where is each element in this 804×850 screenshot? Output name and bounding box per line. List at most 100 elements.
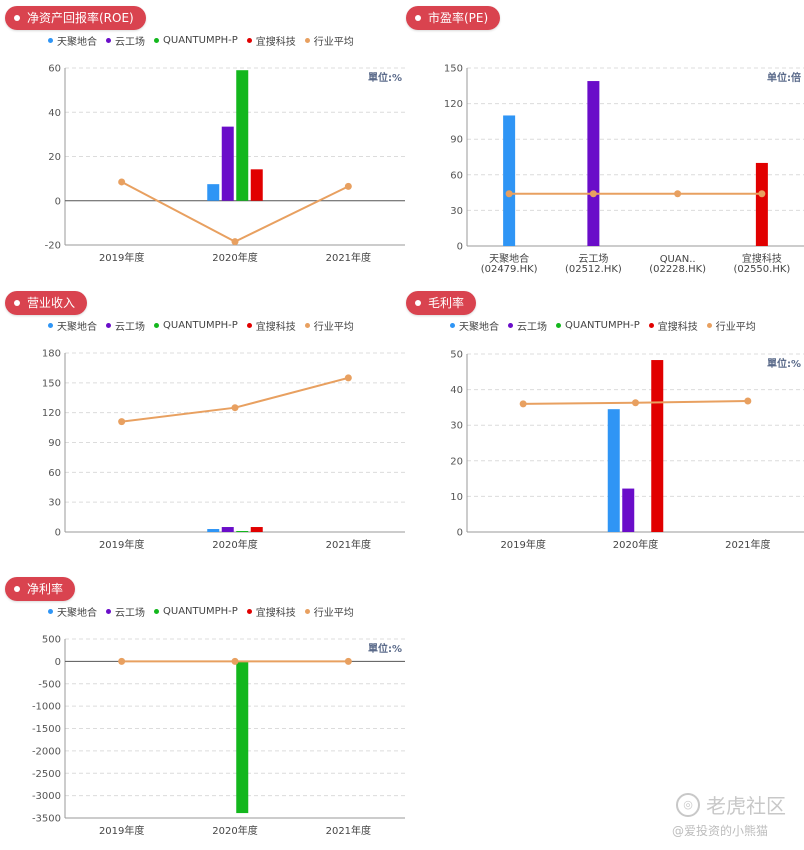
- pill-dot: [415, 15, 421, 21]
- legend-dot-icon: [304, 38, 310, 43]
- legend-item[interactable]: QUANTUMPH-P: [154, 604, 238, 619]
- legend-item[interactable]: 天聚地合: [450, 318, 499, 333]
- pill-dot: [14, 300, 20, 306]
- x-tick-label: 2020年度: [212, 251, 257, 264]
- industry-average-point: [632, 399, 639, 407]
- legend-item[interactable]: 行业平均: [304, 604, 354, 619]
- gross-margin-legend: 天聚地合 云工场 QUANTUMPH-P 宜搜科技 行业平均: [450, 318, 756, 333]
- roe-chart: -20 0 20 40 60 單位:% 2019年度 2020年度 2021年度: [45, 64, 405, 264]
- bar: [221, 527, 234, 532]
- bar: [250, 169, 263, 201]
- y-tick-label: 150: [444, 64, 463, 75]
- legend-item[interactable]: QUANTUMPH-P: [556, 318, 640, 333]
- legend-item[interactable]: 云工场: [106, 604, 145, 619]
- net-margin-chart: -3500 -3000 -2500 -2000 -1500 -1000 -500 0 500 單位…: [32, 635, 405, 837]
- legend-dot-icon: [48, 323, 53, 328]
- industry-average-point: [344, 374, 352, 382]
- y-tick-label: -2500: [32, 769, 61, 780]
- legend-dot-icon: [246, 38, 252, 43]
- legend-item[interactable]: 天聚地合: [48, 33, 97, 48]
- legend-item[interactable]: QUANTUMPH-P: [154, 33, 238, 48]
- net-margin-title: 净利率: [27, 582, 64, 596]
- legend-item[interactable]: 云工场: [508, 318, 547, 333]
- pe-title-pill[interactable]: 市盈率(PE): [406, 6, 501, 30]
- y-tick-label: 20: [48, 152, 61, 163]
- industry-average-point: [758, 190, 766, 198]
- net-margin-title-pill[interactable]: 净利率: [5, 577, 76, 601]
- y-tick-label: 0: [55, 528, 61, 539]
- industry-average-point: [231, 657, 239, 665]
- legend-item[interactable]: 行业平均: [304, 318, 354, 333]
- legend-item[interactable]: 行业平均: [706, 318, 756, 333]
- y-tick-label: 30: [450, 206, 463, 217]
- legend-label: 云工场: [115, 37, 145, 48]
- legend-dot-icon: [106, 38, 111, 43]
- y-tick-label: 30: [450, 421, 463, 432]
- legend-item[interactable]: 云工场: [106, 33, 145, 48]
- y-tick-label: -500: [38, 679, 61, 690]
- legend-dot-icon: [556, 323, 561, 328]
- bar: [503, 115, 516, 246]
- legend-item[interactable]: 宜搜科技: [648, 318, 698, 333]
- x-tick-label: 2019年度: [500, 538, 545, 551]
- legend-label: QUANTUMPH-P: [565, 320, 640, 331]
- x-tick-label: (02479.HK): [481, 264, 538, 275]
- legend-dot-icon: [154, 38, 159, 43]
- legend-label: 行业平均: [313, 322, 354, 333]
- y-tick-label: 0: [55, 196, 61, 207]
- x-tick-label: 2020年度: [613, 538, 658, 551]
- industry-average-point: [231, 404, 239, 412]
- revenue-chart: 0 30 60 90 120 150 180 2019年度 2020年度 2021年度: [42, 349, 405, 551]
- gross-margin-title-pill[interactable]: 毛利率: [406, 291, 477, 315]
- revenue-title: 营业收入: [27, 296, 76, 310]
- gross-margin-title: 毛利率: [428, 296, 465, 310]
- industry-average-point: [674, 190, 682, 198]
- legend-item[interactable]: 行业平均: [304, 33, 354, 48]
- legend-label: 行业平均: [715, 322, 756, 333]
- pill-dot: [14, 15, 20, 21]
- roe-title: 净资产回报率(ROE): [27, 11, 134, 25]
- legend-dot-icon: [304, 609, 310, 614]
- y-tick-label: 90: [450, 135, 463, 146]
- legend-item[interactable]: 宜搜科技: [246, 33, 296, 48]
- legend-label: 云工场: [115, 322, 145, 333]
- x-tick-label: 2021年度: [326, 824, 371, 837]
- legend-dot-icon: [508, 323, 513, 328]
- legend-dot-icon: [154, 609, 159, 614]
- legend-item[interactable]: QUANTUMPH-P: [154, 318, 238, 333]
- x-tick-label: (02550.HK): [733, 264, 790, 275]
- y-tick-label: 0: [457, 528, 463, 539]
- y-tick-label: 50: [450, 350, 463, 361]
- legend-item[interactable]: 云工场: [106, 318, 145, 333]
- legend-dot-icon: [450, 323, 455, 328]
- bar: [651, 360, 664, 532]
- bar: [236, 70, 249, 201]
- x-tick-label: 2019年度: [99, 538, 144, 551]
- legend-item[interactable]: 宜搜科技: [246, 318, 296, 333]
- y-tick-label: 30: [48, 498, 61, 509]
- revenue-title-pill[interactable]: 营业收入: [5, 291, 88, 315]
- legend-dot-icon: [106, 323, 111, 328]
- unit-label: 單位:%: [767, 357, 801, 370]
- y-tick-label: 60: [450, 170, 463, 181]
- legend-item[interactable]: 天聚地合: [48, 318, 97, 333]
- tiger-logo-icon: ◎: [676, 792, 700, 817]
- legend-label: 宜搜科技: [657, 322, 698, 333]
- bar: [250, 527, 263, 532]
- legend-item[interactable]: 宜搜科技: [246, 604, 296, 619]
- watermark-credit: @爱投资的小熊猫: [672, 824, 769, 838]
- legend-item[interactable]: 天聚地合: [48, 604, 97, 619]
- legend-label: 宜搜科技: [255, 322, 296, 333]
- x-tick-label: 2021年度: [326, 251, 371, 264]
- legend-dot-icon: [246, 323, 252, 328]
- x-tick-label: QUAN..: [660, 254, 696, 265]
- roe-title-pill[interactable]: 净资产回报率(ROE): [5, 6, 146, 30]
- legend-dot-icon: [304, 323, 310, 328]
- legend-dot-icon: [154, 323, 159, 328]
- x-tick-label: 云工场: [578, 252, 608, 265]
- x-tick-label: 2019年度: [99, 824, 144, 837]
- bar: [207, 184, 220, 201]
- x-tick-label: 2021年度: [326, 538, 371, 551]
- x-tick-label: 2019年度: [99, 251, 144, 264]
